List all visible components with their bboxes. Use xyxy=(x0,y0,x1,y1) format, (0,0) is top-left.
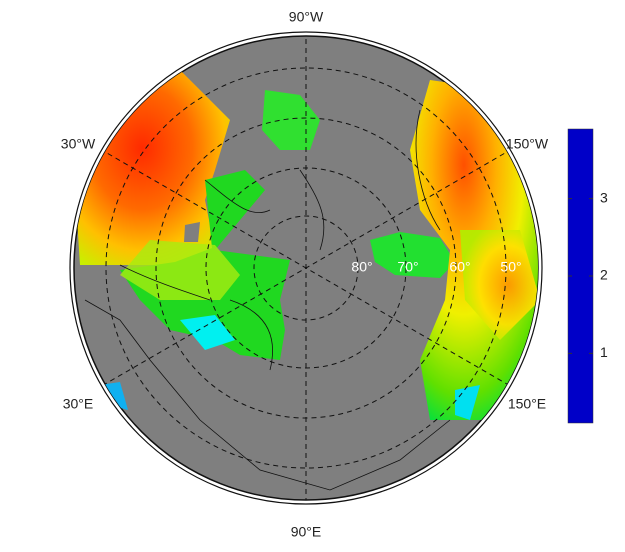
longitude-label: 150°W xyxy=(506,136,549,152)
field xyxy=(74,70,538,491)
longitude-label: 90°W xyxy=(289,9,324,25)
graticule xyxy=(99,36,513,500)
colorbar-tick-label: 3 xyxy=(600,189,608,205)
colorbar-tick-label: 2 xyxy=(600,267,608,283)
colorbar xyxy=(567,128,594,424)
longitude-label: 150°E xyxy=(508,396,546,412)
latitude-label: 50° xyxy=(500,259,521,275)
latitude-label: 80° xyxy=(351,259,372,275)
atlantic-field xyxy=(74,70,230,265)
latitude-label: 70° xyxy=(397,259,418,275)
coastline xyxy=(84,109,451,491)
siberian-patch xyxy=(370,232,455,278)
pacific-warm xyxy=(460,230,538,340)
latitude-label: 60° xyxy=(449,259,470,275)
barents-warm xyxy=(120,240,240,300)
island xyxy=(184,222,200,242)
frame xyxy=(69,31,543,505)
cyan-patch xyxy=(180,315,235,350)
longitude-label: 30°W xyxy=(61,136,96,152)
longitude-label: 90°E xyxy=(291,524,322,540)
map-disk: 80° 70° 60° 50° xyxy=(69,31,543,505)
colorbar-tick-label: 1 xyxy=(600,344,608,360)
longitude-label: 30°E xyxy=(63,396,94,412)
